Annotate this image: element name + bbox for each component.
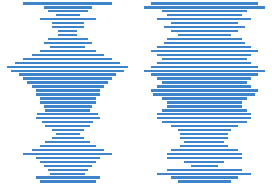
Bar [32,54,104,56]
Bar [39,18,96,20]
Bar [178,129,231,131]
Bar [52,137,84,139]
Bar [191,165,218,167]
Bar [44,42,92,44]
Bar [50,173,85,175]
Bar [45,125,90,127]
Bar [48,169,88,171]
Bar [52,129,84,131]
Bar [16,62,120,64]
Bar [45,141,90,143]
Bar [55,14,80,16]
Bar [48,10,88,12]
Bar [151,89,258,92]
Bar [157,62,251,64]
Bar [45,109,90,112]
Bar [39,180,96,183]
Bar [167,38,242,40]
Bar [151,50,258,52]
Bar [23,153,112,155]
Bar [23,78,112,80]
Bar [39,145,96,147]
Bar [167,105,242,107]
Bar [162,10,247,12]
Bar [39,97,96,100]
Bar [167,169,242,171]
Bar [11,70,124,72]
Bar [39,161,96,163]
Bar [171,125,238,127]
Bar [180,137,228,139]
Bar [171,22,238,24]
Bar [157,113,251,115]
Bar [50,46,85,48]
Bar [184,141,224,143]
Bar [37,113,98,115]
Bar [36,176,100,179]
Bar [164,42,245,44]
Bar [151,2,258,5]
Bar [162,58,247,60]
Bar [39,50,96,52]
Bar [48,38,88,40]
Bar [27,81,108,84]
Bar [157,18,251,20]
Bar [171,30,238,32]
Bar [167,153,242,155]
Bar [42,121,93,123]
Bar [32,85,104,88]
Bar [157,173,251,175]
Bar [180,133,228,135]
Bar [144,70,265,72]
Bar [157,85,251,88]
Bar [167,101,242,104]
Bar [162,81,247,84]
Bar [153,93,255,96]
Bar [184,161,224,163]
Bar [162,109,247,112]
Bar [36,89,100,92]
Bar [157,46,251,48]
Bar [178,180,231,183]
Bar [7,65,128,68]
Bar [180,145,228,147]
Bar [44,6,92,9]
Bar [58,34,77,36]
Bar [157,78,251,80]
Bar [58,30,77,32]
Bar [44,105,92,107]
Bar [144,6,265,9]
Bar [162,97,247,100]
Bar [23,58,112,60]
Bar [20,73,116,76]
Bar [164,26,245,28]
Bar [151,65,258,68]
Bar [162,121,247,123]
Bar [178,34,231,36]
Bar [157,54,251,56]
Bar [36,93,100,96]
Bar [52,22,84,24]
Bar [52,26,84,28]
Bar [167,14,242,16]
Bar [23,2,112,5]
Bar [171,149,238,151]
Bar [171,176,238,179]
Bar [32,149,104,151]
Bar [36,157,100,159]
Bar [44,165,92,167]
Bar [36,117,100,120]
Bar [167,157,242,159]
Bar [157,117,251,120]
Bar [151,73,258,76]
Bar [55,133,80,135]
Bar [39,101,96,104]
